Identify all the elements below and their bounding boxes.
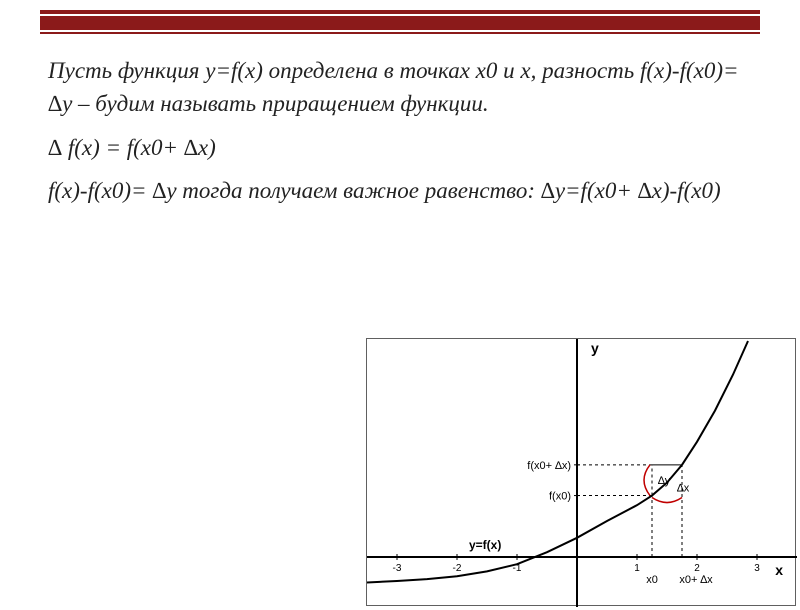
svg-text:x0+ ∆x: x0+ ∆x bbox=[679, 574, 713, 586]
svg-text:x0: x0 bbox=[646, 574, 658, 586]
formula-1: ∆ f(x) = f(x0+ ∆x) bbox=[48, 131, 752, 164]
svg-text:x: x bbox=[775, 562, 783, 578]
chart-svg: -3-2-1123yxf(x0)f(x0+ ∆x)∆y∆xx0x0+ ∆xy=f… bbox=[367, 339, 797, 607]
header-bar bbox=[40, 10, 760, 34]
paragraph-2: f(x)-f(x0)= ∆y тогда получаем важное рав… bbox=[48, 174, 752, 207]
svg-text:y=f(x): y=f(x) bbox=[469, 538, 501, 552]
svg-text:f(x0+ ∆x): f(x0+ ∆x) bbox=[527, 460, 571, 472]
svg-text:∆y: ∆y bbox=[658, 475, 671, 487]
svg-text:2: 2 bbox=[694, 563, 700, 574]
paragraph-1: Пусть функция y=f(x) определена в точках… bbox=[48, 54, 752, 121]
svg-text:y: y bbox=[591, 340, 599, 356]
header-bar-inner bbox=[40, 10, 760, 34]
content-block: Пусть функция y=f(x) определена в точках… bbox=[0, 42, 800, 207]
svg-text:3: 3 bbox=[754, 563, 760, 574]
svg-text:1: 1 bbox=[634, 563, 640, 574]
svg-text:-3: -3 bbox=[393, 563, 402, 574]
svg-text:-2: -2 bbox=[453, 563, 462, 574]
chart-container: -3-2-1123yxf(x0)f(x0+ ∆x)∆y∆xx0x0+ ∆xy=f… bbox=[366, 338, 796, 606]
svg-text:∆x: ∆x bbox=[677, 483, 690, 495]
header-bar-fill bbox=[40, 16, 760, 30]
svg-text:f(x0): f(x0) bbox=[549, 491, 571, 503]
